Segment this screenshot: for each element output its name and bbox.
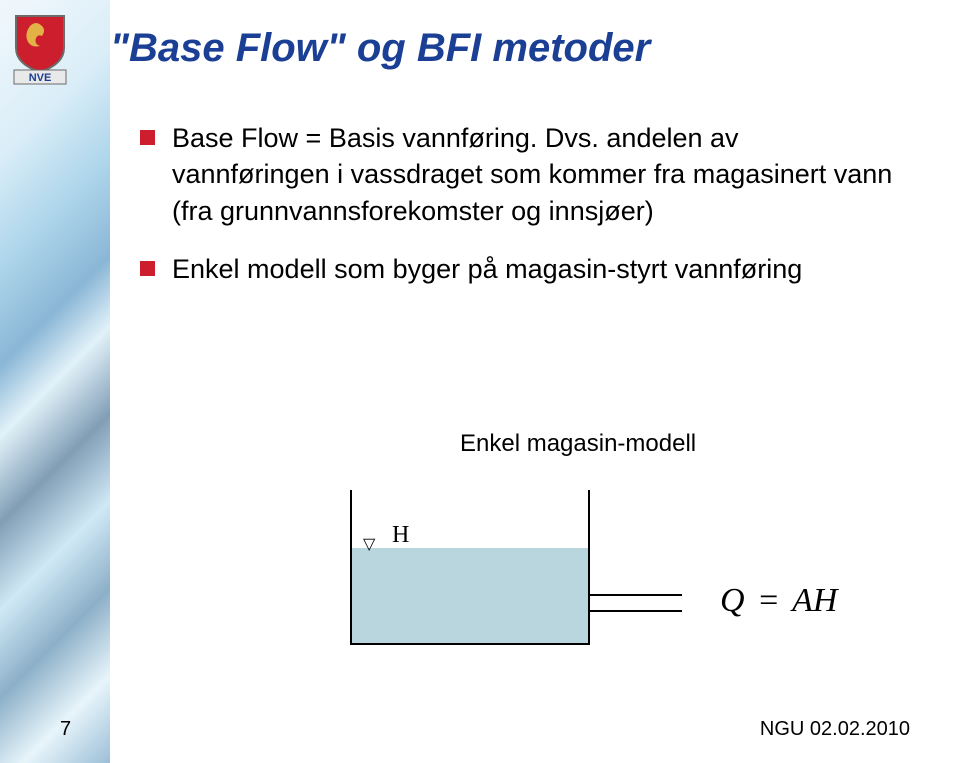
bullet-2-text: Enkel modell som byger på magasin-styrt … xyxy=(172,254,802,284)
logo-text: NVE xyxy=(29,72,52,84)
bullet-marker-icon xyxy=(140,130,155,145)
bullet-marker-icon xyxy=(140,261,155,276)
eq-AH: AH xyxy=(792,582,837,619)
eq-Q: Q xyxy=(720,582,745,619)
nve-logo: NVE xyxy=(12,14,68,91)
equation: Q = AH xyxy=(720,582,837,620)
tank-outline xyxy=(350,490,590,645)
outlet-pipe xyxy=(590,594,682,614)
bullet-1-text: Base Flow = Basis vannføring. Dvs. andel… xyxy=(172,123,892,226)
slide: NVE "Base Flow" og BFI metoder Base Flow… xyxy=(0,0,960,763)
pipe-top-line xyxy=(590,594,682,596)
model-caption: Enkel magasin-modell xyxy=(460,430,696,458)
bullet-2: Enkel modell som byger på magasin-styrt … xyxy=(140,251,900,287)
pipe-bot-line xyxy=(590,610,682,612)
bullet-1: Base Flow = Basis vannføring. Dvs. andel… xyxy=(140,120,900,229)
footer-right: NGU 02.02.2010 xyxy=(760,718,910,741)
eq-equals: = xyxy=(753,582,784,619)
water-surface-marker-icon: ▽ xyxy=(363,534,375,554)
background-strip xyxy=(0,0,110,763)
page-number: 7 xyxy=(60,718,71,741)
H-label: H xyxy=(392,522,409,549)
tank-diagram xyxy=(350,490,590,645)
slide-title: "Base Flow" og BFI metoder xyxy=(110,26,650,71)
content-area: Base Flow = Basis vannføring. Dvs. andel… xyxy=(140,120,900,310)
